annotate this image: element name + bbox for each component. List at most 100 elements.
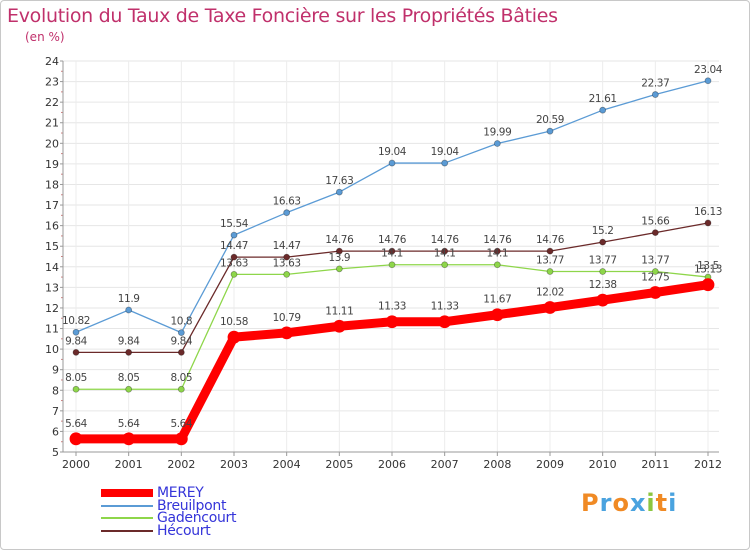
x-tick-label: 2002: [167, 458, 195, 471]
data-label: 13.5: [697, 260, 719, 272]
y-tick-label: 13: [45, 281, 59, 294]
data-label: 11.33: [431, 301, 459, 313]
legend-label: MEREY: [157, 485, 204, 502]
data-point: [648, 286, 662, 299]
data-point: [596, 293, 610, 307]
data-label: 23.04: [694, 64, 723, 76]
y-tick-label: 24: [45, 55, 59, 68]
data-point: [441, 159, 449, 167]
logo-letter: i: [668, 489, 678, 517]
unit-label: (en %): [25, 30, 65, 44]
data-label: 14.76: [325, 234, 354, 246]
data-label: 22.37: [641, 78, 669, 90]
legend-item: Hécourt: [101, 522, 236, 539]
data-label: 13.63: [273, 257, 301, 269]
y-tick-label: 15: [45, 240, 59, 253]
data-label: 19.04: [378, 146, 407, 158]
y-tick-label: 19: [45, 158, 59, 171]
logo-letter: P: [581, 489, 600, 517]
data-point: [335, 247, 343, 255]
y-tick-label: 10: [45, 343, 59, 356]
data-label: 16.13: [694, 206, 722, 218]
data-label: 14.76: [536, 234, 565, 246]
x-tick-label: 2004: [273, 458, 301, 471]
data-label: 14.47: [220, 240, 248, 252]
x-tick-label: 2010: [589, 458, 617, 471]
data-label: 12.02: [536, 287, 564, 299]
data-label: 10.79: [273, 312, 301, 324]
y-tick-label: 23: [45, 76, 59, 89]
data-point: [125, 306, 133, 314]
data-label: 11.11: [325, 305, 353, 317]
data-point: [227, 330, 241, 344]
data-label: 17.63: [325, 175, 353, 187]
data-point: [283, 209, 291, 217]
data-point: [125, 385, 133, 393]
y-tick-label: 17: [45, 199, 59, 212]
data-point: [441, 247, 449, 255]
y-tick-label: 22: [45, 96, 59, 109]
data-point: [704, 219, 712, 227]
data-label: 15.54: [220, 218, 249, 230]
data-point: [335, 265, 343, 273]
data-label: 14.1: [381, 248, 403, 260]
data-point: [651, 91, 659, 98]
data-point: [701, 278, 715, 292]
legend-item: Breuilpont: [101, 497, 236, 514]
data-label: 15.66: [641, 216, 670, 228]
x-tick-label: 2007: [431, 458, 459, 471]
data-point: [177, 385, 185, 393]
x-tick-label: 2005: [325, 458, 353, 471]
y-tick-label: 14: [45, 261, 59, 274]
data-point: [177, 348, 185, 356]
data-point: [599, 268, 607, 275]
data-point: [72, 328, 80, 336]
x-tick-label: 2006: [378, 458, 406, 471]
data-label: 11.9: [118, 293, 140, 305]
data-label: 14.47: [273, 240, 301, 252]
legend: MEREY Breuilpont Gadencourt Hécourt: [101, 485, 237, 539]
data-label: 19.04: [431, 146, 460, 158]
x-tick-label: 2008: [483, 458, 511, 471]
logo-letter: x: [629, 489, 647, 517]
legend-swatch: [101, 504, 153, 507]
data-point: [441, 261, 449, 269]
data-label: 14.1: [434, 248, 456, 260]
axes: 5 6 7 8 9 10 11 12 13 14 15 16 17 18 19 20 21 22 23 24 2000 2…: [45, 55, 722, 471]
data-label: 14.76: [431, 234, 460, 246]
legend-swatch: [101, 489, 153, 498]
data-label: 9.84: [65, 335, 87, 347]
grid: [63, 60, 719, 453]
legend-swatch: [101, 517, 153, 520]
x-tick-label: 2001: [115, 458, 143, 471]
y-tick-label: 11: [45, 323, 59, 336]
data-label: 13.9: [328, 252, 350, 264]
data-point: [72, 385, 80, 393]
data-point: [122, 432, 136, 446]
data-label: 11.33: [378, 301, 406, 313]
legend-label: Breuilpont: [157, 497, 227, 514]
legend-swatch: [101, 529, 153, 532]
data-label: 5.64: [118, 418, 140, 430]
data-point: [651, 268, 659, 275]
data-point: [332, 319, 346, 333]
legend-label: Gadencourt: [157, 510, 237, 527]
y-tick-label: 9: [52, 364, 59, 377]
y-tick-label: 6: [52, 425, 59, 438]
data-point: [385, 315, 399, 329]
data-point: [490, 308, 504, 322]
y-tick-label: 12: [45, 302, 59, 315]
data-point: [651, 229, 659, 237]
legend-label: Hécourt: [157, 522, 211, 539]
x-tick-label: 2009: [536, 458, 564, 471]
data-point: [230, 253, 238, 261]
logo-letter: r: [599, 489, 613, 517]
x-tick-label: 2011: [641, 458, 669, 471]
data-label: 8.05: [118, 372, 140, 384]
data-point: [335, 188, 343, 196]
data-point: [546, 247, 554, 255]
data-point: [230, 231, 238, 239]
data-point: [388, 261, 396, 269]
data-label: 19.99: [483, 127, 511, 139]
